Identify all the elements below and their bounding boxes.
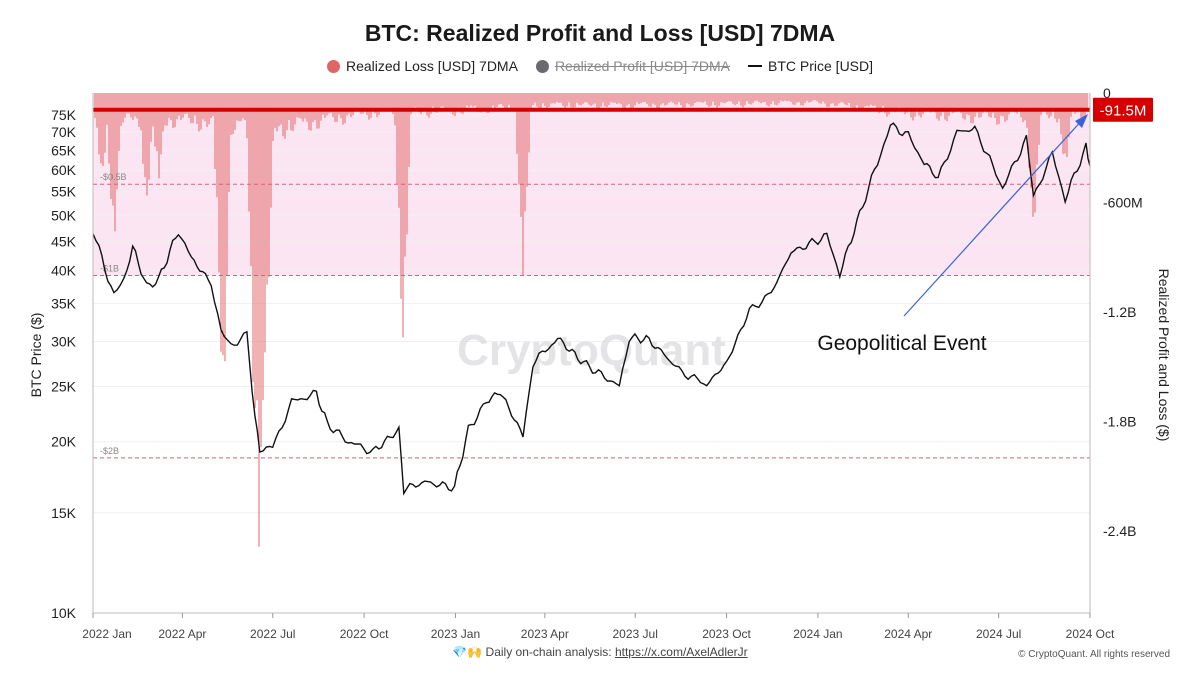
right-axis-title: Realized Profit and Loss ($) bbox=[1156, 269, 1172, 442]
footer-text: Daily on-chain analysis: bbox=[485, 645, 612, 659]
x-tick-label: 2022 Jan bbox=[82, 627, 131, 641]
left-tick-label: 10K bbox=[51, 605, 77, 621]
annotation-text: Geopolitical Event bbox=[817, 332, 986, 355]
right-tick-label: -600M bbox=[1103, 194, 1143, 210]
chart-title: BTC: Realized Profit and Loss [USD] 7DMA bbox=[364, 20, 836, 46]
left-tick-label: 20K bbox=[51, 434, 77, 450]
x-tick-label: 2024 Oct bbox=[1066, 627, 1115, 641]
left-tick-label: 60K bbox=[51, 162, 77, 178]
left-tick-label: 70K bbox=[51, 124, 77, 140]
legend-label-realized-profit: Realized Profit [USD] 7DMA bbox=[554, 58, 730, 74]
left-tick-label: 40K bbox=[51, 262, 77, 278]
x-tick-label: 2024 Jul bbox=[976, 627, 1021, 641]
left-tick-label: 30K bbox=[51, 333, 77, 349]
left-tick-label: 25K bbox=[51, 379, 77, 395]
annotation-arrowhead bbox=[1075, 114, 1088, 128]
btc-price-line bbox=[92, 122, 1091, 496]
threshold-label: -$0.5B bbox=[100, 172, 127, 182]
legend-item-realized-loss[interactable]: Realized Loss [USD] 7DMA bbox=[326, 58, 518, 74]
footer-credit: 💎🙌 Daily on-chain analysis: https://x.co… bbox=[0, 645, 1200, 659]
left-tick-label: 50K bbox=[51, 207, 77, 223]
footer-link[interactable]: https://x.com/AxelAdlerJr bbox=[614, 645, 748, 659]
x-tick-label: 2024 Apr bbox=[884, 627, 932, 641]
right-tick-label: -1.8B bbox=[1103, 413, 1136, 429]
left-tick-label: 55K bbox=[51, 184, 77, 200]
x-tick-label: 2023 Jul bbox=[613, 627, 658, 641]
left-tick-label: 15K bbox=[51, 505, 77, 521]
legend-swatch-btc-price bbox=[748, 65, 762, 67]
copyright-notice: © CryptoQuant. All rights reserved bbox=[1018, 649, 1170, 660]
left-tick-label: 45K bbox=[51, 233, 77, 249]
right-tick-label: 0 bbox=[1103, 85, 1111, 101]
annotation-arrow bbox=[903, 117, 1085, 317]
legend-swatch-realized-loss bbox=[326, 59, 340, 73]
x-tick-label: 2022 Oct bbox=[340, 627, 389, 641]
left-tick-label: 35K bbox=[51, 295, 77, 311]
footer-emoji: 💎🙌 bbox=[452, 645, 483, 659]
left-tick-label: 65K bbox=[51, 142, 77, 158]
left-tick-label: 75K bbox=[51, 107, 77, 123]
legend-item-realized-profit[interactable]: Realized Profit [USD] 7DMA bbox=[535, 58, 730, 74]
x-tick-label: 2024 Jan bbox=[793, 627, 842, 641]
x-tick-label: 2023 Oct bbox=[702, 627, 751, 641]
watermark: CryptoQuant bbox=[457, 326, 726, 375]
left-axis-title: BTC Price ($) bbox=[28, 313, 44, 398]
legend-label-realized-loss: Realized Loss [USD] 7DMA bbox=[345, 58, 518, 74]
right-tick-label: -2.4B bbox=[1103, 523, 1136, 539]
legend-swatch-realized-profit bbox=[535, 59, 549, 73]
chart-legend: Realized Loss [USD] 7DMA Realized Profit… bbox=[0, 58, 1200, 74]
threshold-label: -$1B bbox=[100, 263, 119, 273]
x-tick-label: 2023 Jan bbox=[431, 627, 480, 641]
current-value-badge bbox=[1093, 97, 1153, 122]
x-tick-label: 2023 Apr bbox=[521, 627, 569, 641]
x-tick-label: 2022 Apr bbox=[158, 627, 206, 641]
right-tick-label: -1.2B bbox=[1103, 304, 1136, 320]
threshold-label: -$2B bbox=[100, 446, 119, 456]
current-value-label: -91.5M bbox=[1100, 103, 1147, 120]
legend-item-btc-price[interactable]: BTC Price [USD] bbox=[748, 58, 873, 74]
x-tick-label: 2022 Jul bbox=[250, 627, 295, 641]
legend-label-btc-price: BTC Price [USD] bbox=[768, 58, 874, 74]
